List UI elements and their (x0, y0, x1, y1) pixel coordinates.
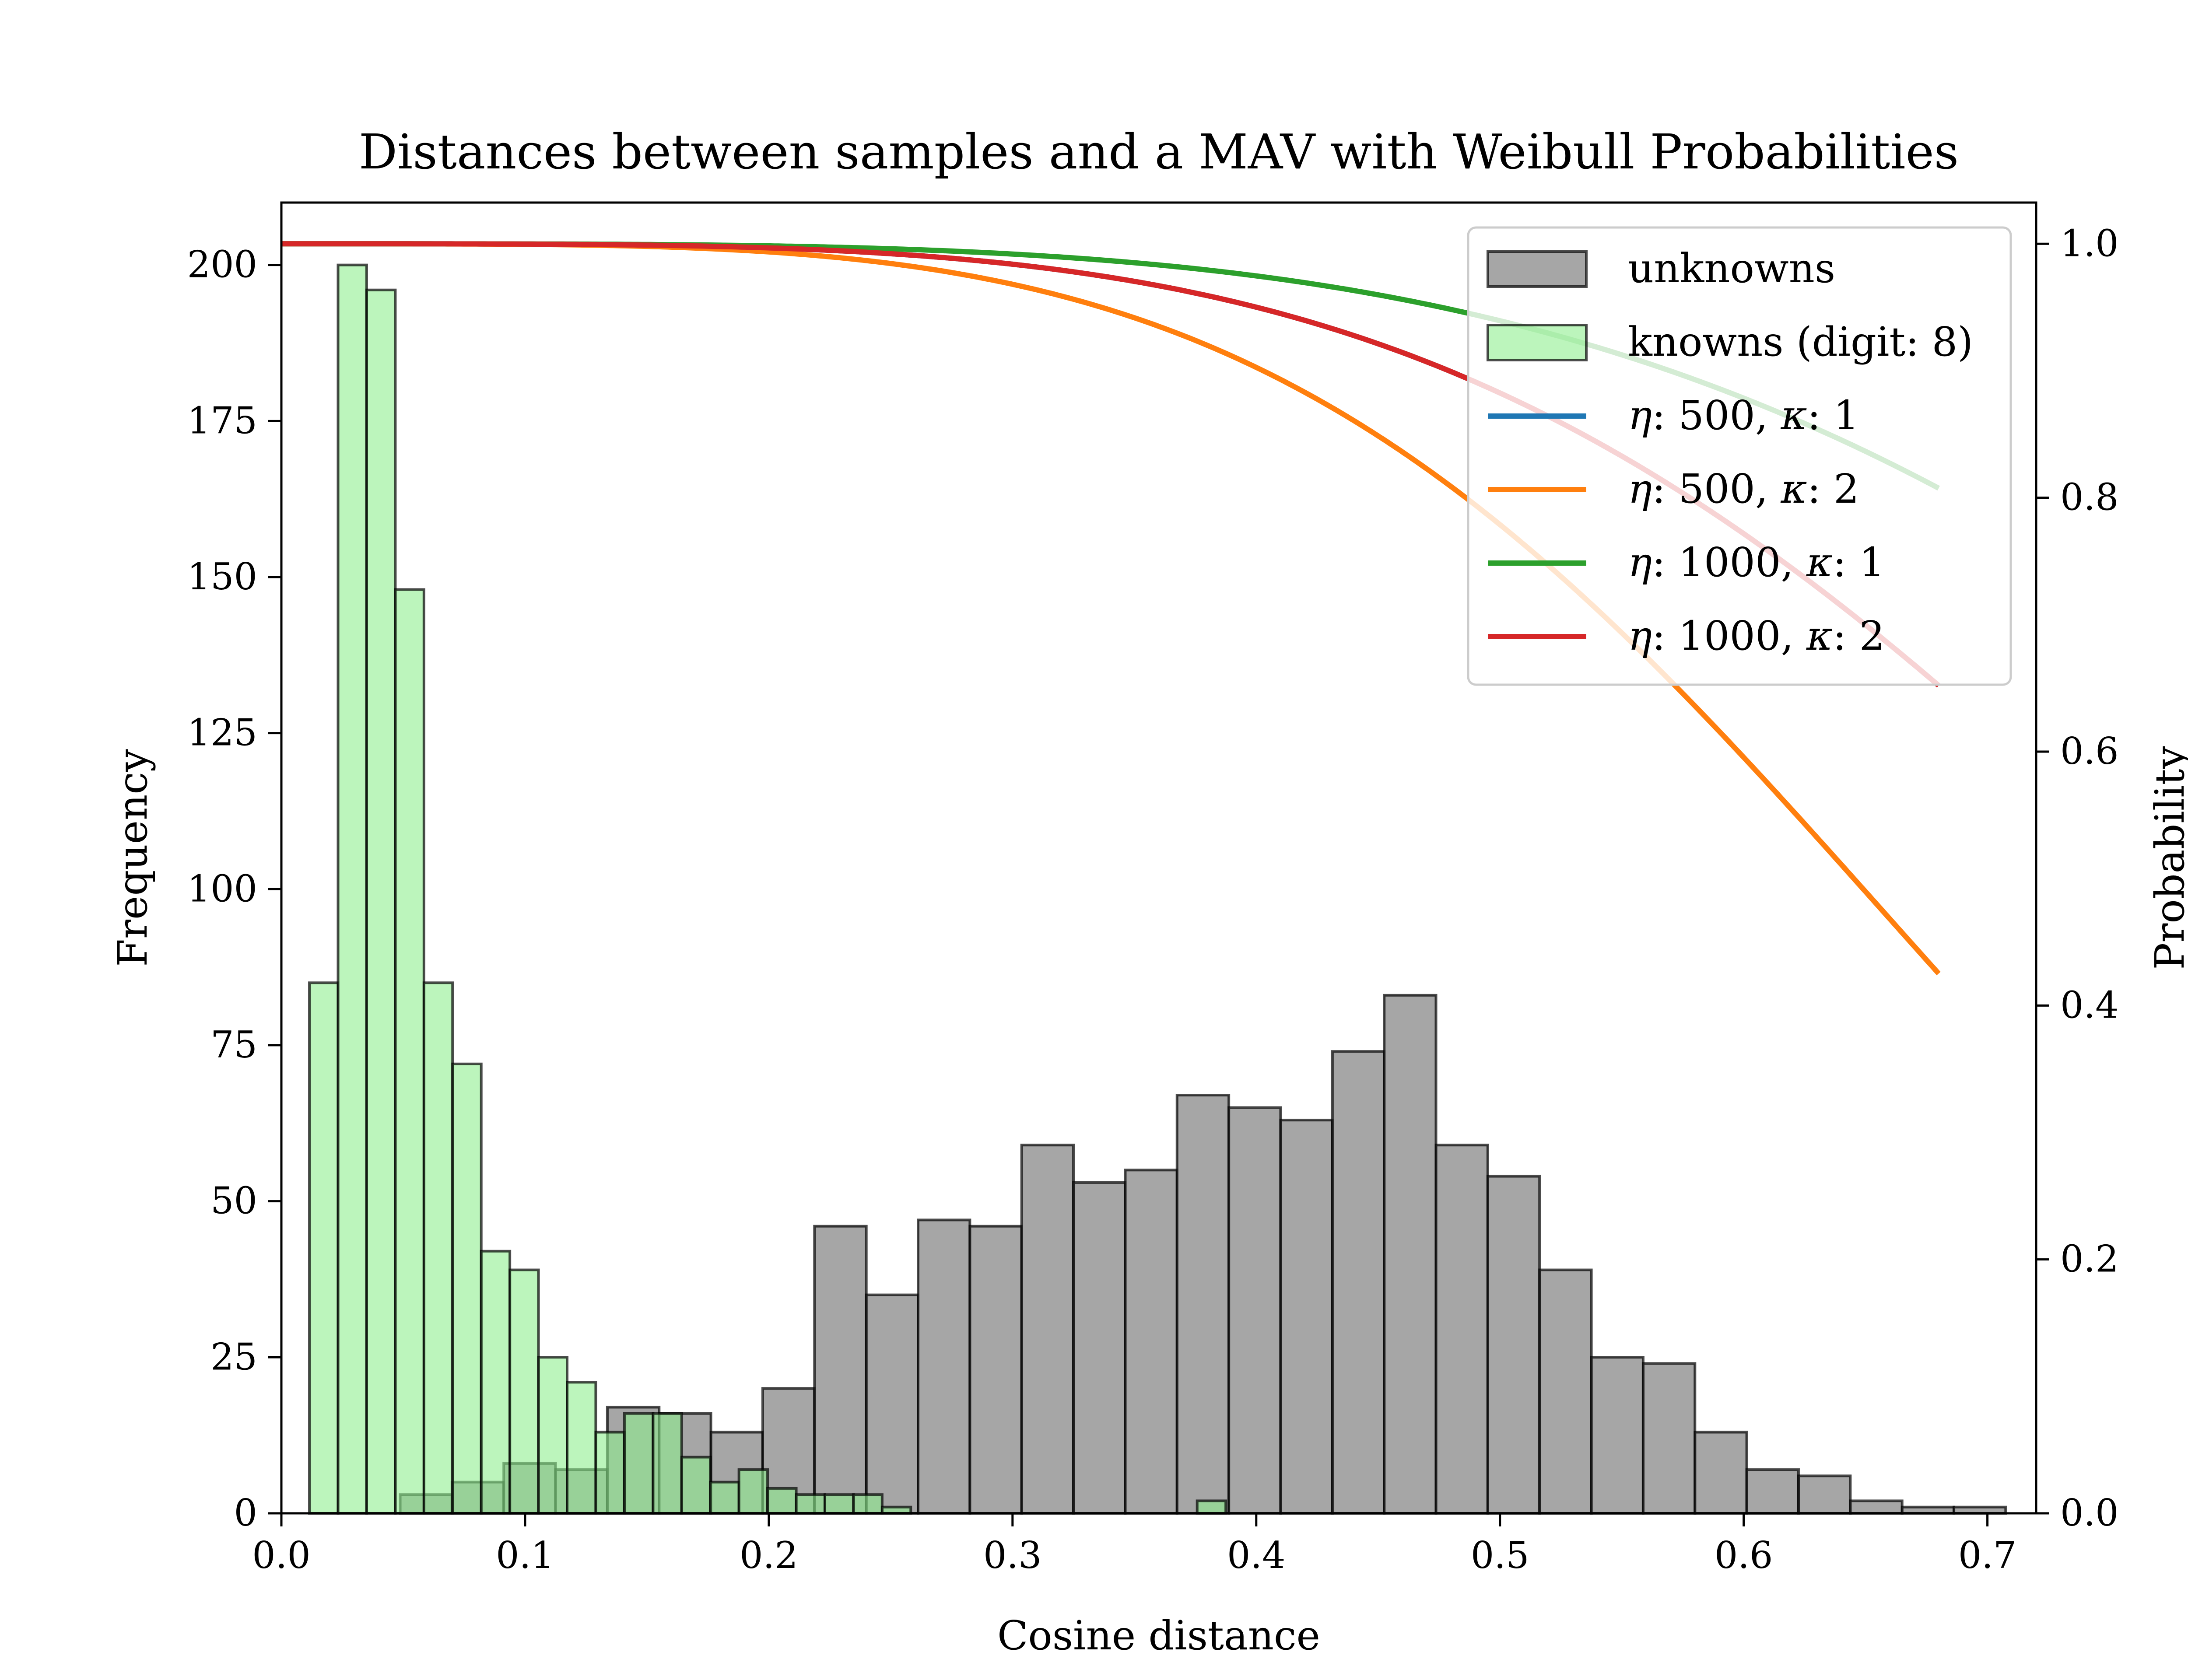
y-tick-label: 150 (187, 555, 257, 598)
y2-tick-label: 0.0 (2060, 1491, 2119, 1534)
legend-box (1467, 226, 2012, 686)
histogram-bar (852, 1493, 884, 1515)
y-tick-label: 175 (187, 399, 257, 442)
histogram-bar (1175, 1094, 1231, 1515)
histogram-bar (1124, 1169, 1178, 1515)
y-tick-label: 100 (187, 867, 257, 910)
histogram-bar (1694, 1431, 1748, 1515)
histogram-bar (1745, 1468, 1800, 1515)
y2-tick-label: 0.2 (2060, 1238, 2119, 1281)
x-tick-label: 0.3 (983, 1534, 1042, 1577)
y2-tick-label: 1.0 (2060, 222, 2119, 265)
histogram-bar (537, 1356, 569, 1515)
histogram-bar (1196, 1499, 1227, 1515)
histogram-bar (337, 263, 368, 1515)
histogram-bar (737, 1468, 769, 1515)
y-axis-label: Frequency (109, 749, 156, 967)
legend-swatch (1487, 250, 1588, 288)
x-tick-label: 0.0 (252, 1534, 311, 1577)
histogram-bar (1020, 1144, 1075, 1515)
x-tick-label: 0.1 (496, 1534, 554, 1577)
plot-frame (280, 201, 2037, 1515)
histogram-bar (766, 1487, 798, 1515)
y2-tick-label: 0.4 (2060, 984, 2119, 1026)
y-axis-ticks: 0 25 50 75 100 125 150 175 200 (187, 243, 281, 1534)
histogram-bar (1434, 1144, 1489, 1515)
histogram-bar (1538, 1268, 1593, 1515)
histogram-bar (394, 588, 425, 1515)
legend-label: η: 500, κ: 2 (1628, 466, 1859, 512)
histogram-bar (365, 288, 397, 1515)
histogram-bar (422, 981, 454, 1515)
legend-label: η: 1000, κ: 2 (1628, 612, 1885, 659)
y2-tick-label: 0.6 (2060, 730, 2119, 773)
y-tick-label: 75 (210, 1023, 257, 1066)
x-tick-label: 0.4 (1227, 1534, 1286, 1577)
histogram-bar (813, 1225, 868, 1515)
x-axis-label: Cosine distance (997, 1612, 1320, 1659)
histogram-bar (652, 1412, 683, 1515)
histogram-bar (1279, 1119, 1334, 1515)
histogram-bar (917, 1218, 971, 1515)
histogram-bar (1383, 994, 1438, 1515)
x-tick-label: 0.6 (1715, 1534, 1773, 1577)
histogram-bar (1331, 1050, 1386, 1515)
histogram-bar (1797, 1474, 1852, 1515)
histogram-bar (594, 1431, 626, 1515)
legend-label: η: 500, κ: 1 (1628, 392, 1859, 439)
y-tick-label: 125 (187, 711, 257, 754)
histogram-bar (709, 1480, 740, 1515)
histogram-bar (566, 1381, 597, 1515)
x-tick-label: 0.2 (740, 1534, 798, 1577)
histogram-bar (508, 1268, 540, 1515)
y-tick-label: 0 (234, 1491, 257, 1534)
y2-axis-label: Probability (2146, 746, 2188, 970)
legend-label: η: 1000, κ: 1 (1628, 539, 1885, 586)
histogram-bar (1641, 1362, 1697, 1515)
histogram-bar (308, 981, 340, 1515)
y-tick-label: 200 (187, 243, 257, 286)
histogram-bar (1590, 1356, 1645, 1515)
histogram-bar (823, 1493, 855, 1515)
legend-swatch (1487, 324, 1588, 361)
x-axis-ticks: 0.0 0.1 0.2 0.3 0.4 0.5 0.6 0.7 (252, 1513, 2016, 1577)
chart-title: Distances between samples and a MAV with… (359, 124, 1959, 180)
histogram-bar (1227, 1106, 1282, 1515)
histogram-bar (1072, 1181, 1127, 1515)
histogram-bar (1849, 1499, 1904, 1515)
histogram-bar (623, 1412, 655, 1515)
y2-axis-ticks: 0.0 0.2 0.4 0.6 0.8 1.0 (2036, 222, 2119, 1534)
y2-tick-label: 0.8 (2060, 476, 2119, 519)
x-tick-label: 0.7 (1958, 1534, 2017, 1577)
legend-label: knowns (digit: 8) (1628, 318, 1973, 365)
x-tick-label: 0.5 (1471, 1534, 1529, 1577)
histogram-bar (968, 1225, 1023, 1515)
histogram-bar (480, 1250, 512, 1515)
histogram-bar (680, 1456, 712, 1515)
legend: unknowns knowns (digit: 8) η: 500, κ: 1 η: … (1467, 226, 2012, 686)
y-tick-label: 50 (210, 1180, 257, 1222)
histogram-bar (795, 1493, 826, 1515)
histogram-bar (865, 1293, 920, 1515)
histogram-bar (451, 1062, 483, 1515)
histogram-bar (1486, 1175, 1541, 1515)
legend-label: unknowns (1628, 245, 1835, 292)
y-tick-label: 25 (210, 1335, 257, 1378)
